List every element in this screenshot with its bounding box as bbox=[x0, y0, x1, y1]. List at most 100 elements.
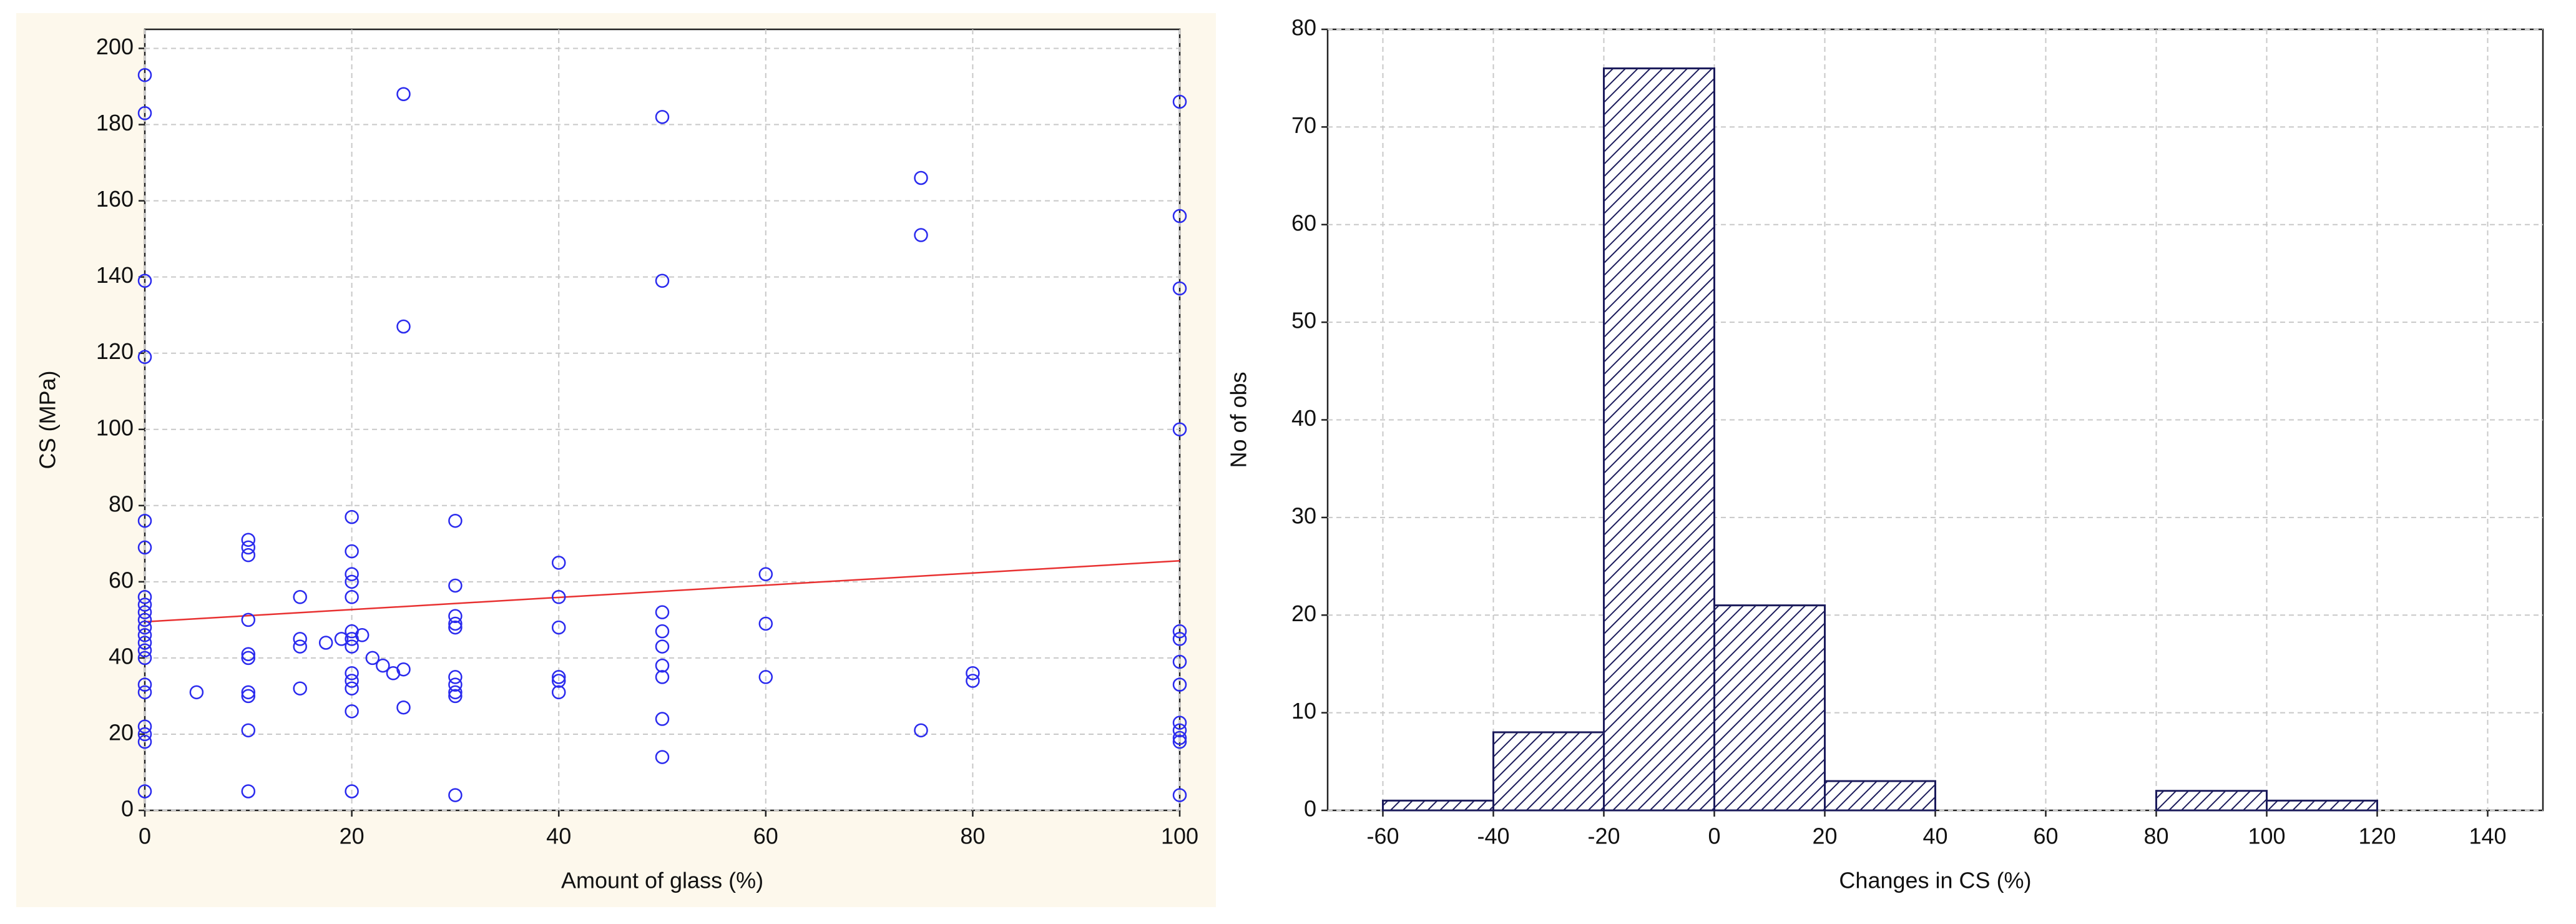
data-point bbox=[345, 681, 359, 695]
data-point bbox=[137, 734, 152, 749]
data-point bbox=[241, 548, 256, 563]
data-point bbox=[345, 704, 359, 719]
data-point bbox=[448, 689, 463, 704]
y-tick-label: 0 bbox=[1304, 796, 1316, 822]
data-point bbox=[345, 544, 359, 559]
y-tick-label: 70 bbox=[1291, 112, 1316, 138]
data-point bbox=[655, 750, 670, 764]
data-point bbox=[334, 632, 349, 646]
data-point bbox=[758, 616, 773, 631]
data-point bbox=[345, 574, 359, 589]
data-point bbox=[137, 590, 152, 604]
data-point bbox=[758, 670, 773, 684]
y-tick-label: 80 bbox=[109, 491, 134, 516]
histogram-bar bbox=[1824, 780, 1936, 812]
data-point bbox=[137, 513, 152, 528]
data-point bbox=[448, 513, 463, 528]
y-tick-label: 80 bbox=[1291, 15, 1316, 41]
data-point bbox=[137, 643, 152, 657]
data-point bbox=[345, 666, 359, 681]
data-point bbox=[137, 636, 152, 650]
data-point bbox=[448, 609, 463, 624]
data-point bbox=[345, 567, 359, 581]
data-point bbox=[345, 784, 359, 799]
x-tick-label: 40 bbox=[546, 823, 571, 849]
x-tick-label: 60 bbox=[753, 823, 778, 849]
data-point bbox=[137, 719, 152, 734]
data-point bbox=[396, 662, 411, 677]
y-tick-label: 160 bbox=[96, 186, 134, 212]
data-point bbox=[448, 788, 463, 802]
data-point bbox=[318, 636, 333, 650]
data-point bbox=[1172, 94, 1187, 109]
x-tick-label: -40 bbox=[1477, 823, 1509, 849]
x-tick-label: 0 bbox=[1708, 823, 1720, 849]
data-point bbox=[655, 658, 670, 673]
y-tick-label: 60 bbox=[109, 567, 134, 592]
data-point bbox=[137, 727, 152, 742]
fit-line bbox=[144, 560, 1180, 623]
data-point bbox=[758, 567, 773, 581]
data-point bbox=[966, 666, 980, 681]
data-point bbox=[376, 658, 390, 673]
y-axis-title: CS (MPa) bbox=[35, 370, 61, 469]
y-tick-label: 120 bbox=[96, 338, 134, 364]
y-tick-label: 200 bbox=[96, 34, 134, 59]
data-point bbox=[241, 689, 256, 704]
data-point bbox=[448, 620, 463, 635]
data-point bbox=[137, 620, 152, 635]
data-point bbox=[241, 540, 256, 555]
data-point bbox=[241, 651, 256, 666]
y-tick-label: 30 bbox=[1291, 503, 1316, 528]
data-point bbox=[1172, 788, 1187, 802]
data-point bbox=[396, 87, 411, 101]
data-point bbox=[241, 784, 256, 799]
data-point bbox=[1172, 734, 1187, 749]
data-point bbox=[365, 651, 380, 666]
histogram-bar bbox=[1603, 67, 1715, 812]
histogram-bar bbox=[1713, 604, 1826, 812]
y-tick-label: 10 bbox=[1291, 698, 1316, 724]
data-point bbox=[655, 639, 670, 654]
data-point bbox=[551, 620, 566, 635]
data-point bbox=[551, 670, 566, 684]
x-tick-label: 80 bbox=[2143, 823, 2168, 849]
data-point bbox=[1172, 632, 1187, 646]
data-point bbox=[137, 540, 152, 555]
data-point bbox=[137, 67, 152, 82]
data-point bbox=[137, 651, 152, 666]
data-point bbox=[655, 712, 670, 726]
x-tick-label: 100 bbox=[2248, 823, 2285, 849]
x-axis-title: Changes in CS (%) bbox=[1839, 868, 2031, 893]
data-point bbox=[551, 590, 566, 604]
data-point bbox=[914, 723, 928, 738]
data-point bbox=[1172, 422, 1187, 437]
x-tick-label: 80 bbox=[960, 823, 985, 849]
data-point bbox=[1172, 209, 1187, 224]
data-point bbox=[551, 685, 566, 700]
data-point bbox=[914, 170, 928, 185]
x-tick-label: 60 bbox=[2033, 823, 2058, 849]
data-point bbox=[189, 685, 204, 700]
y-tick-label: 40 bbox=[1291, 405, 1316, 431]
data-point bbox=[241, 647, 256, 662]
data-point bbox=[137, 628, 152, 642]
data-point bbox=[396, 700, 411, 715]
data-point bbox=[293, 639, 307, 654]
y-tick-label: 60 bbox=[1291, 210, 1316, 235]
data-point bbox=[396, 319, 411, 334]
y-tick-label: 0 bbox=[121, 796, 134, 822]
data-point bbox=[1172, 624, 1187, 639]
data-point bbox=[1172, 715, 1187, 730]
data-point bbox=[655, 624, 670, 639]
x-tick-label: 120 bbox=[2358, 823, 2396, 849]
data-point bbox=[551, 674, 566, 688]
data-point bbox=[241, 612, 256, 627]
x-tick-label: 40 bbox=[1922, 823, 1947, 849]
y-tick-label: 20 bbox=[109, 719, 134, 745]
data-point bbox=[345, 674, 359, 688]
x-tick-label: 20 bbox=[340, 823, 365, 849]
data-point bbox=[448, 616, 463, 631]
data-point bbox=[655, 273, 670, 288]
